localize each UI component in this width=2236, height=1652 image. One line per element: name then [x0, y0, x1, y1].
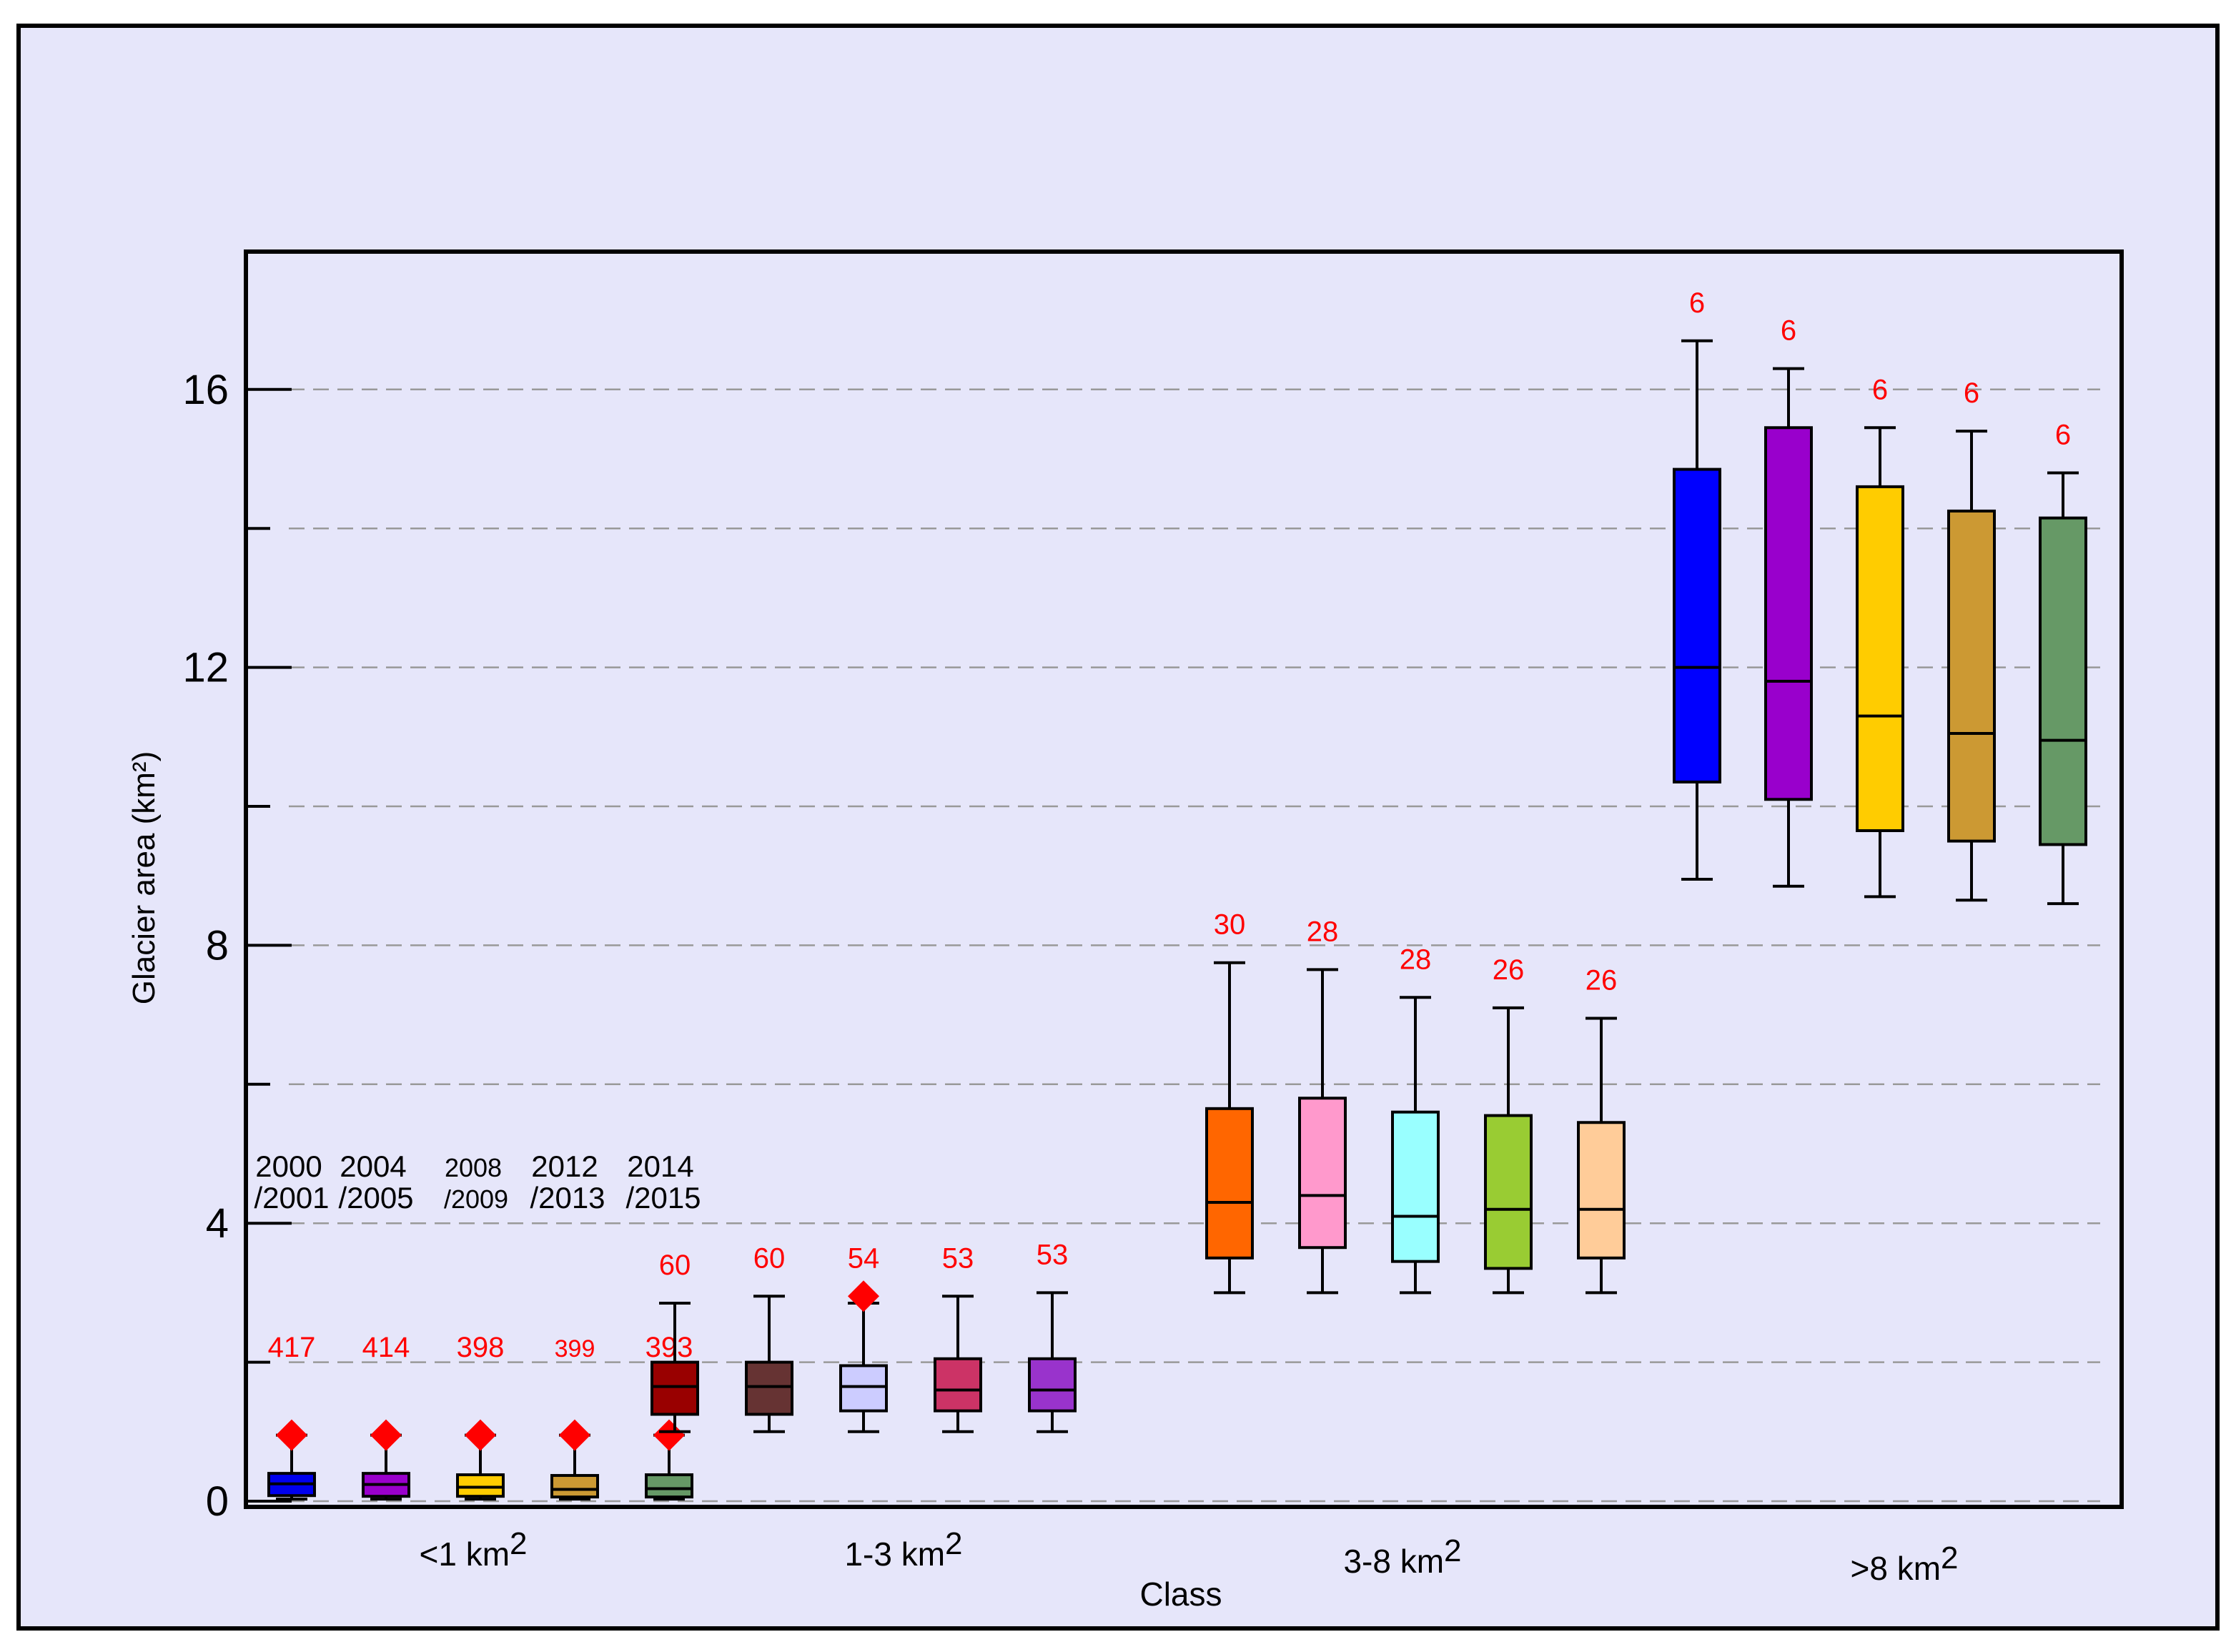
- box-iqr: [1764, 426, 1813, 801]
- class-label: >8 km2: [1850, 1540, 1958, 1587]
- box-plot-item: 26: [1484, 954, 1533, 1295]
- box-iqr: [1205, 1107, 1254, 1260]
- y-tick-label: 0: [206, 1478, 229, 1525]
- box-plot-item: 53: [934, 1242, 982, 1433]
- box-iqr: [839, 1364, 888, 1413]
- y-tick-label: 12: [182, 645, 229, 691]
- box-iqr: [1298, 1097, 1347, 1250]
- box-iqr: [1484, 1114, 1533, 1270]
- box-iqr: [2039, 516, 2087, 846]
- count-label: 6: [1872, 374, 1888, 405]
- x-axis-label: Class: [1139, 1576, 1222, 1613]
- period-label: /2009: [444, 1184, 508, 1214]
- count-label: 6: [1964, 377, 1979, 409]
- box-plot-item: 393: [645, 1332, 693, 1501]
- y-axis: 0 4 8 12 16: [182, 367, 292, 1525]
- box-plot-item: 28: [1391, 944, 1440, 1295]
- box-plot-item: 6: [1764, 315, 1813, 888]
- box-plot-item: 60: [650, 1250, 699, 1433]
- box-iqr: [550, 1474, 599, 1499]
- y-axis-label: Glacier area (km²): [127, 751, 162, 1005]
- box-plot-item: 6: [1673, 287, 1721, 881]
- plot-area-border: [244, 249, 2124, 1509]
- count-label: 60: [753, 1242, 786, 1274]
- period-label: /2013: [530, 1181, 605, 1215]
- box-plot-item: 60: [745, 1242, 793, 1433]
- box-plot-item: 26: [1577, 964, 1626, 1295]
- outlier-marker: [848, 1280, 879, 1312]
- box-iqr: [1577, 1121, 1626, 1260]
- box-plot-item: 6: [2039, 419, 2087, 906]
- y-tick-label: 4: [206, 1200, 229, 1247]
- count-label: 26: [1586, 964, 1618, 996]
- box-iqr: [934, 1357, 982, 1413]
- box-plot-item: 6: [1947, 377, 1996, 902]
- outlier-marker: [276, 1419, 307, 1451]
- count-label: 399: [555, 1335, 595, 1362]
- count-label: 60: [659, 1250, 691, 1281]
- box-plot-item: 30: [1205, 909, 1254, 1295]
- box-plot-item: 399: [550, 1335, 599, 1501]
- outlier-marker: [465, 1419, 496, 1451]
- box-plot-item: 417: [267, 1332, 316, 1501]
- box-plot-item: 54: [839, 1242, 888, 1433]
- class-label: <1 km2: [419, 1526, 527, 1573]
- count-label: 393: [645, 1332, 693, 1363]
- box-iqr: [1028, 1357, 1077, 1413]
- box-plot-item: 53: [1028, 1239, 1077, 1433]
- y-tick-label: 16: [182, 367, 229, 413]
- box-iqr: [1947, 509, 1996, 843]
- period-label: /2001: [254, 1181, 329, 1215]
- count-label: 54: [848, 1242, 880, 1274]
- y-tick-label: 8: [206, 922, 229, 969]
- box-plot-item: 398: [456, 1332, 505, 1501]
- count-label: 28: [1400, 944, 1432, 975]
- period-label: 2004: [340, 1149, 406, 1183]
- box-iqr: [745, 1360, 793, 1416]
- count-label: 6: [1689, 287, 1705, 319]
- count-label: 6: [1781, 315, 1796, 347]
- box-plot-item: 28: [1298, 916, 1347, 1295]
- class-label: 1-3 km2: [844, 1526, 962, 1573]
- count-label: 6: [2055, 419, 2071, 450]
- box-iqr: [650, 1360, 699, 1416]
- period-label: /2005: [338, 1181, 413, 1215]
- period-label: 2014: [627, 1149, 693, 1183]
- box-iqr: [1673, 468, 1721, 783]
- period-label: 2008: [445, 1153, 502, 1182]
- box-iqr: [645, 1473, 693, 1499]
- count-label: 414: [362, 1332, 410, 1363]
- count-label: 53: [942, 1242, 974, 1274]
- period-label: 2012: [531, 1149, 598, 1183]
- period-label: /2015: [625, 1181, 701, 1215]
- box-plot-item: 414: [362, 1332, 410, 1501]
- count-label: 26: [1493, 954, 1525, 986]
- box-series: 417 414 398 399 393 60 60 54 53 53 30 28 28 26 26 6 6 6 6 6: [267, 287, 2087, 1501]
- outlier-marker: [559, 1419, 590, 1451]
- chart-labels: Glacier area (km²) Class <1 km2 1-3 km2 3-8 …: [127, 751, 1959, 1613]
- count-label: 28: [1307, 916, 1339, 947]
- box-iqr: [1856, 485, 1904, 833]
- period-label: 2000: [255, 1149, 322, 1183]
- box-iqr: [456, 1473, 505, 1498]
- count-label: 30: [1214, 909, 1246, 941]
- count-label: 53: [1037, 1239, 1069, 1270]
- box-iqr: [1391, 1110, 1440, 1263]
- box-plot-item: 6: [1856, 374, 1904, 899]
- class-label: 3-8 km2: [1343, 1533, 1461, 1580]
- figure-frame: [16, 24, 2220, 1631]
- outlier-marker: [370, 1419, 402, 1451]
- outlier-marker: [653, 1419, 685, 1451]
- count-label: 398: [457, 1332, 505, 1363]
- count-label: 417: [268, 1332, 316, 1363]
